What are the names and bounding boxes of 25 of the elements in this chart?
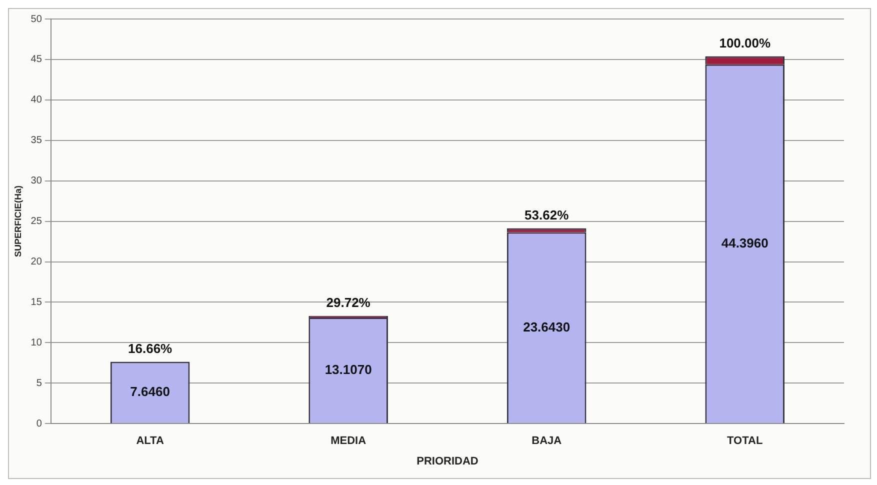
y-tick-label: 45	[30, 54, 42, 66]
annotation: 16.66%	[128, 340, 173, 356]
data-label: 23.6430	[523, 319, 570, 334]
y-tick-label: 10	[30, 337, 42, 348]
annotation: 53.62%	[524, 207, 570, 222]
y-tick-label: 50	[30, 14, 42, 25]
y-tick-label: 35	[30, 135, 42, 146]
annotation: 100.00%	[719, 35, 771, 50]
x-tick-label: BAJA	[532, 435, 562, 448]
y-axis-title: SUPERFICIE(Ha)	[12, 186, 23, 258]
y-tick-label: 15	[30, 296, 42, 308]
x-axis-title: PRIORIDAD	[416, 455, 478, 468]
data-label: 13.1070	[324, 362, 372, 377]
y-tick-label: 5	[36, 378, 42, 389]
y-tick-label: 40	[30, 94, 42, 106]
y-tick-label: 0	[36, 418, 42, 430]
y-tick-label: 25	[30, 216, 42, 228]
y-tick-label: 20	[30, 256, 42, 268]
annotation: 29.72%	[326, 295, 371, 310]
data-label: 7.6460	[130, 384, 170, 399]
y-tick-label: 30	[30, 176, 42, 187]
x-tick-label: TOTAL	[727, 435, 763, 448]
x-tick-label: ALTA	[136, 435, 164, 448]
x-tick-label: MEDIA	[330, 435, 366, 448]
data-label: 44.3960	[721, 235, 768, 250]
